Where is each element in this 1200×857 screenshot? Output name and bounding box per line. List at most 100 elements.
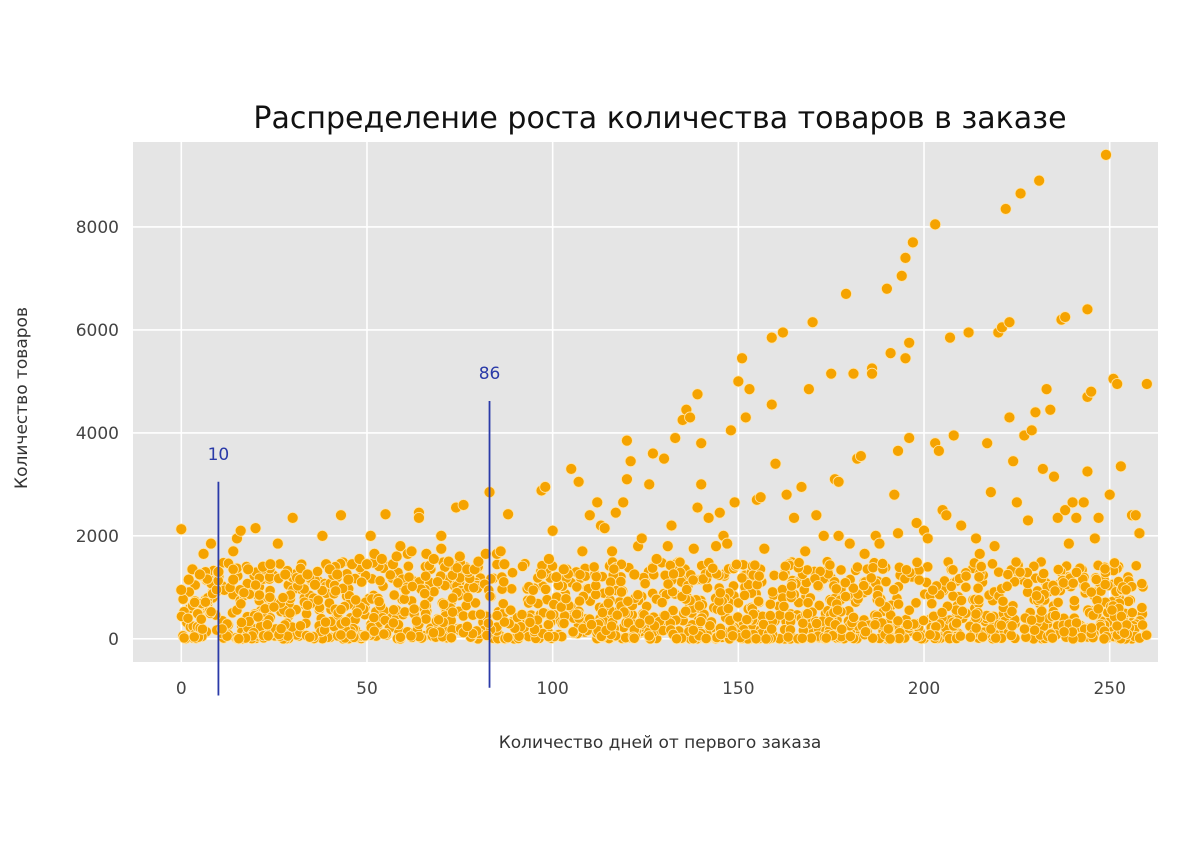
data-point xyxy=(901,619,914,631)
data-point xyxy=(205,537,217,550)
data-point xyxy=(1036,605,1048,617)
data-point xyxy=(304,631,316,643)
data-point xyxy=(330,585,342,597)
data-point xyxy=(606,545,618,558)
data-point xyxy=(635,532,648,545)
data-point xyxy=(1001,580,1013,592)
data-point xyxy=(903,432,916,444)
data-point xyxy=(975,560,987,573)
data-point xyxy=(832,604,844,616)
data-point xyxy=(765,623,778,635)
data-point xyxy=(1130,560,1142,572)
x-tick-label: 250 xyxy=(1093,679,1125,699)
data-point xyxy=(813,599,825,612)
data-point xyxy=(388,604,400,616)
data-point xyxy=(1100,148,1112,161)
data-point xyxy=(843,537,856,550)
data-point xyxy=(505,604,517,616)
data-point xyxy=(721,537,734,550)
data-point xyxy=(1030,590,1043,602)
data-point xyxy=(976,631,989,643)
data-point xyxy=(728,496,741,509)
data-point xyxy=(874,596,886,608)
data-point xyxy=(650,553,663,565)
data-point xyxy=(361,558,373,571)
data-point xyxy=(316,529,329,542)
data-point xyxy=(788,511,800,524)
data-point xyxy=(301,599,314,611)
data-point xyxy=(408,603,420,615)
data-point xyxy=(189,596,201,609)
data-point xyxy=(1111,620,1123,632)
data-point xyxy=(524,616,536,628)
data-point xyxy=(947,564,959,576)
data-point xyxy=(1070,511,1083,524)
data-point xyxy=(910,597,922,609)
data-point xyxy=(1136,578,1148,590)
data-point xyxy=(707,562,719,574)
data-point xyxy=(342,573,355,586)
data-point xyxy=(973,571,985,583)
data-point xyxy=(888,488,901,501)
data-point xyxy=(658,452,670,465)
data-point xyxy=(932,445,945,457)
data-point xyxy=(725,424,737,437)
data-point xyxy=(624,455,637,468)
data-point xyxy=(453,550,466,563)
data-point xyxy=(435,529,448,542)
data-point xyxy=(606,620,618,632)
data-point xyxy=(445,632,457,644)
data-point xyxy=(836,623,848,635)
data-point xyxy=(810,509,823,522)
data-point xyxy=(227,563,239,575)
data-point xyxy=(847,582,859,594)
data-point xyxy=(355,576,368,588)
data-point xyxy=(195,613,207,625)
data-point xyxy=(671,633,683,645)
data-point xyxy=(1115,610,1127,622)
data-point xyxy=(432,576,444,588)
data-point xyxy=(1048,470,1060,483)
data-point xyxy=(714,587,726,599)
data-point xyxy=(1108,557,1121,569)
data-point xyxy=(277,592,289,604)
data-point xyxy=(956,605,969,617)
data-point xyxy=(1005,629,1017,642)
data-point xyxy=(227,573,240,586)
data-point xyxy=(687,542,700,555)
data-point xyxy=(379,508,392,521)
data-point xyxy=(590,571,602,583)
data-point xyxy=(661,540,674,553)
data-point xyxy=(1099,578,1111,591)
data-point xyxy=(457,499,470,511)
data-point xyxy=(832,529,845,542)
data-point xyxy=(252,611,264,623)
data-point xyxy=(832,475,845,488)
data-point xyxy=(899,251,912,264)
data-point xyxy=(516,560,529,572)
data-point xyxy=(691,501,704,514)
data-point xyxy=(880,282,893,295)
data-point xyxy=(973,594,985,606)
data-point xyxy=(264,591,276,603)
data-point xyxy=(844,630,856,642)
data-point xyxy=(854,450,867,462)
data-point xyxy=(588,561,600,573)
data-point xyxy=(609,506,622,519)
data-point xyxy=(567,626,579,638)
data-point xyxy=(250,579,262,591)
data-point xyxy=(1077,496,1090,509)
data-point xyxy=(753,570,765,582)
data-point xyxy=(743,383,756,396)
data-point xyxy=(986,558,999,570)
data-point xyxy=(750,633,762,645)
data-point xyxy=(749,559,761,571)
data-point xyxy=(1059,504,1072,517)
data-point xyxy=(892,615,904,627)
data-point xyxy=(695,478,708,491)
data-point xyxy=(839,577,851,589)
data-point xyxy=(335,629,347,641)
data-point xyxy=(990,632,1002,644)
data-point xyxy=(740,628,752,640)
